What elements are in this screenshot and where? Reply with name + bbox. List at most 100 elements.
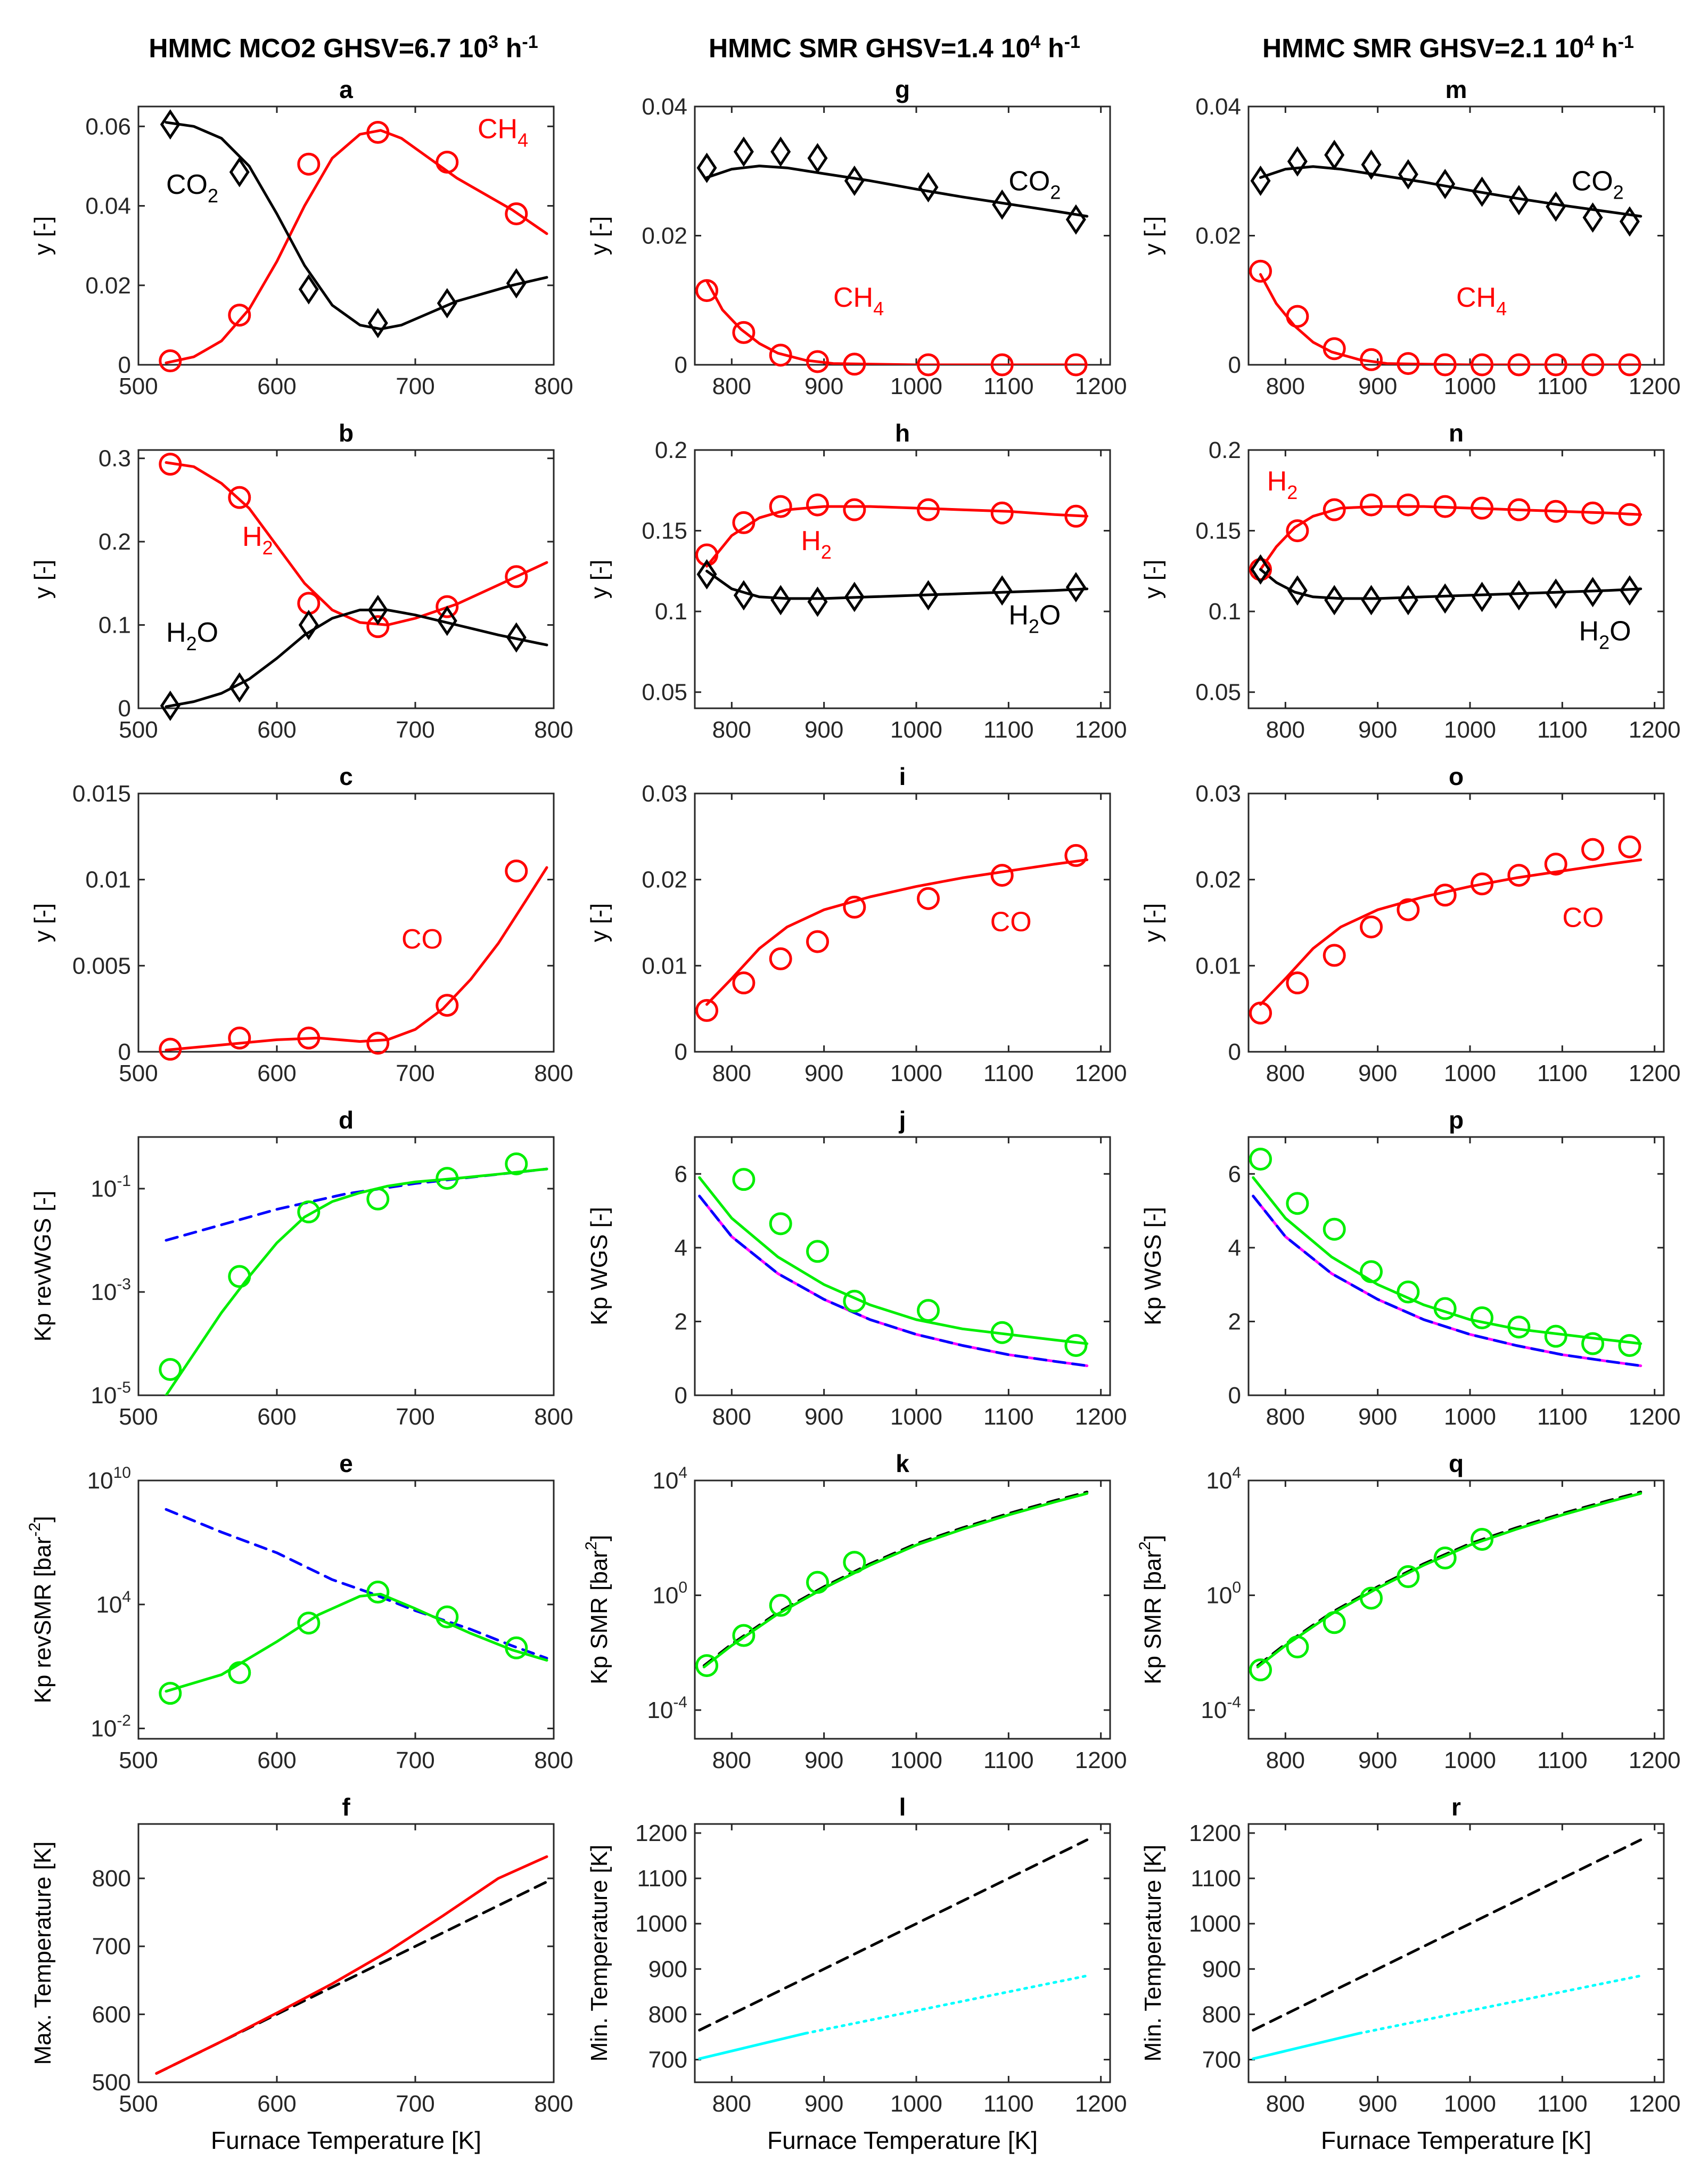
series-data-point [297,1611,321,1635]
x-tick-label: 900 [1358,2091,1397,2117]
axes-box [1247,1823,1665,2083]
series-co-data-point [1249,1001,1272,1025]
x-tick-label: 1000 [890,1747,942,1773]
annotation-label: CH4 [1456,282,1507,320]
x-tick-label: 900 [1358,373,1397,399]
y-tick-label: 0.015 [72,781,131,807]
y-tick-label: 0.01 [1195,953,1241,979]
x-tick-label: 600 [257,373,296,399]
y-tick-base: 0.01 [85,867,131,893]
y-tick-label: 6 [1228,1161,1241,1187]
series-layer [165,1167,548,1395]
y-label-text: Kp revSMR [bar [30,1536,56,1703]
panel-title: p [1449,1106,1464,1134]
series-h2o-data-point [992,575,1013,606]
series-co-data-point [769,947,792,970]
axes-box [694,1479,1111,1740]
series-data-point [1433,1547,1457,1569]
y-tick-label: 1100 [1190,1866,1241,1892]
series-ch4-data-point [159,349,182,373]
y-tick-base: 0.04 [642,94,687,120]
y-tick-label: 600 [92,2001,131,2027]
series-data-point [1249,1658,1272,1682]
series-data-point [843,1289,866,1313]
series-co2-data-point [1324,140,1345,170]
series-layer [1256,1491,1643,1668]
series-co-data-point [1507,864,1531,887]
y-tick-label: 0.2 [1209,437,1241,463]
series-co2-data-point [844,165,865,196]
y-tick-label: 100 [652,1579,687,1609]
series-layer [1252,1176,1643,1368]
y-tick-label: 0.1 [98,612,131,639]
y-tick-label: 0.15 [642,518,687,544]
x-tick-label: 600 [257,2091,296,2117]
axes-box [137,1479,555,1740]
axes-box [1247,449,1665,709]
y-tick-label: 1000 [635,1911,687,1937]
series-data-point [1544,1324,1567,1348]
x-tick-label: 700 [396,1747,434,1773]
y-tick-label: 0.04 [1195,94,1241,120]
series-h2o-data-point [1619,575,1640,606]
series-h2-data-point [1581,501,1605,525]
x-tick-label: 1100 [1537,2091,1588,2117]
annotation-subscript: 2 [1029,615,1039,637]
series-h2o-data-point [1508,580,1529,611]
y-label-text: y [-] [30,903,56,942]
panel-title: l [899,1793,906,1821]
y-tick-label: 6 [675,1161,687,1187]
annotation-label: CO2 [1572,166,1624,203]
series-ch4-data-point [806,350,830,373]
series-layer [705,505,1089,600]
y-axis-label: y [-] [586,903,612,942]
series-h2-data-point [1471,496,1494,520]
y-tick-label: 700 [1202,2047,1241,2073]
y-tick-label: 2 [1228,1308,1241,1335]
series-co2-data-point [1250,165,1271,196]
annotation-subscript: 2 [186,633,197,655]
annotation-text: H [1267,466,1287,497]
series-co-data-point [297,1026,321,1050]
x-tick-label: 800 [712,2091,751,2117]
x-tick-label: 600 [257,1404,296,1430]
y-tick-base: 500 [92,2069,131,2096]
series-co-data-point [1618,835,1641,858]
series-co2-data-point [1508,185,1529,216]
series-data-point [806,1570,830,1594]
series-co-data-point [806,930,830,953]
x-axis-label: Furnace Temperature [K] [767,2126,1038,2154]
series-ch4-data-point [1064,353,1088,377]
axes-box [694,792,1111,1053]
series-max-line [155,1855,548,2075]
y-tick-base: 1100 [637,1866,687,1892]
y-tick-label: 0.2 [655,437,687,463]
axes-box [1247,792,1665,1053]
y-tick-label: 700 [92,1934,131,1960]
y-tick-base: 0.02 [1195,223,1241,249]
y-tick-label: 0 [1228,1039,1241,1065]
y-tick-base: 4 [1228,1235,1241,1261]
x-tick-label: 800 [1266,1747,1305,1773]
series-h2o-data-point [1546,578,1566,609]
panel-title: r [1451,1793,1461,1821]
series-model-line [702,1492,1089,1668]
annotation-subscript: 2 [208,185,218,207]
y-axis-label: Min. Temperature [K] [1140,1845,1166,2062]
y-tick-exponent: -4 [673,1694,687,1711]
annotation-text: CO [166,169,208,200]
x-tick-label: 900 [1358,717,1397,743]
y-tick-base: 0 [675,1383,687,1409]
y-label-text: y [-] [1140,560,1166,599]
series-data-point [1064,1334,1088,1357]
y-axis-label: y [-] [30,560,56,599]
series-co-data-point [843,895,866,919]
x-tick-label: 800 [712,1404,751,1430]
y-tick-base: 0.1 [1209,599,1241,625]
series-data-point [732,1624,756,1647]
x-tick-label: 1100 [1537,717,1588,743]
y-tick-label: 10-5 [91,1379,131,1409]
series-ch4-data-point [1618,353,1641,377]
